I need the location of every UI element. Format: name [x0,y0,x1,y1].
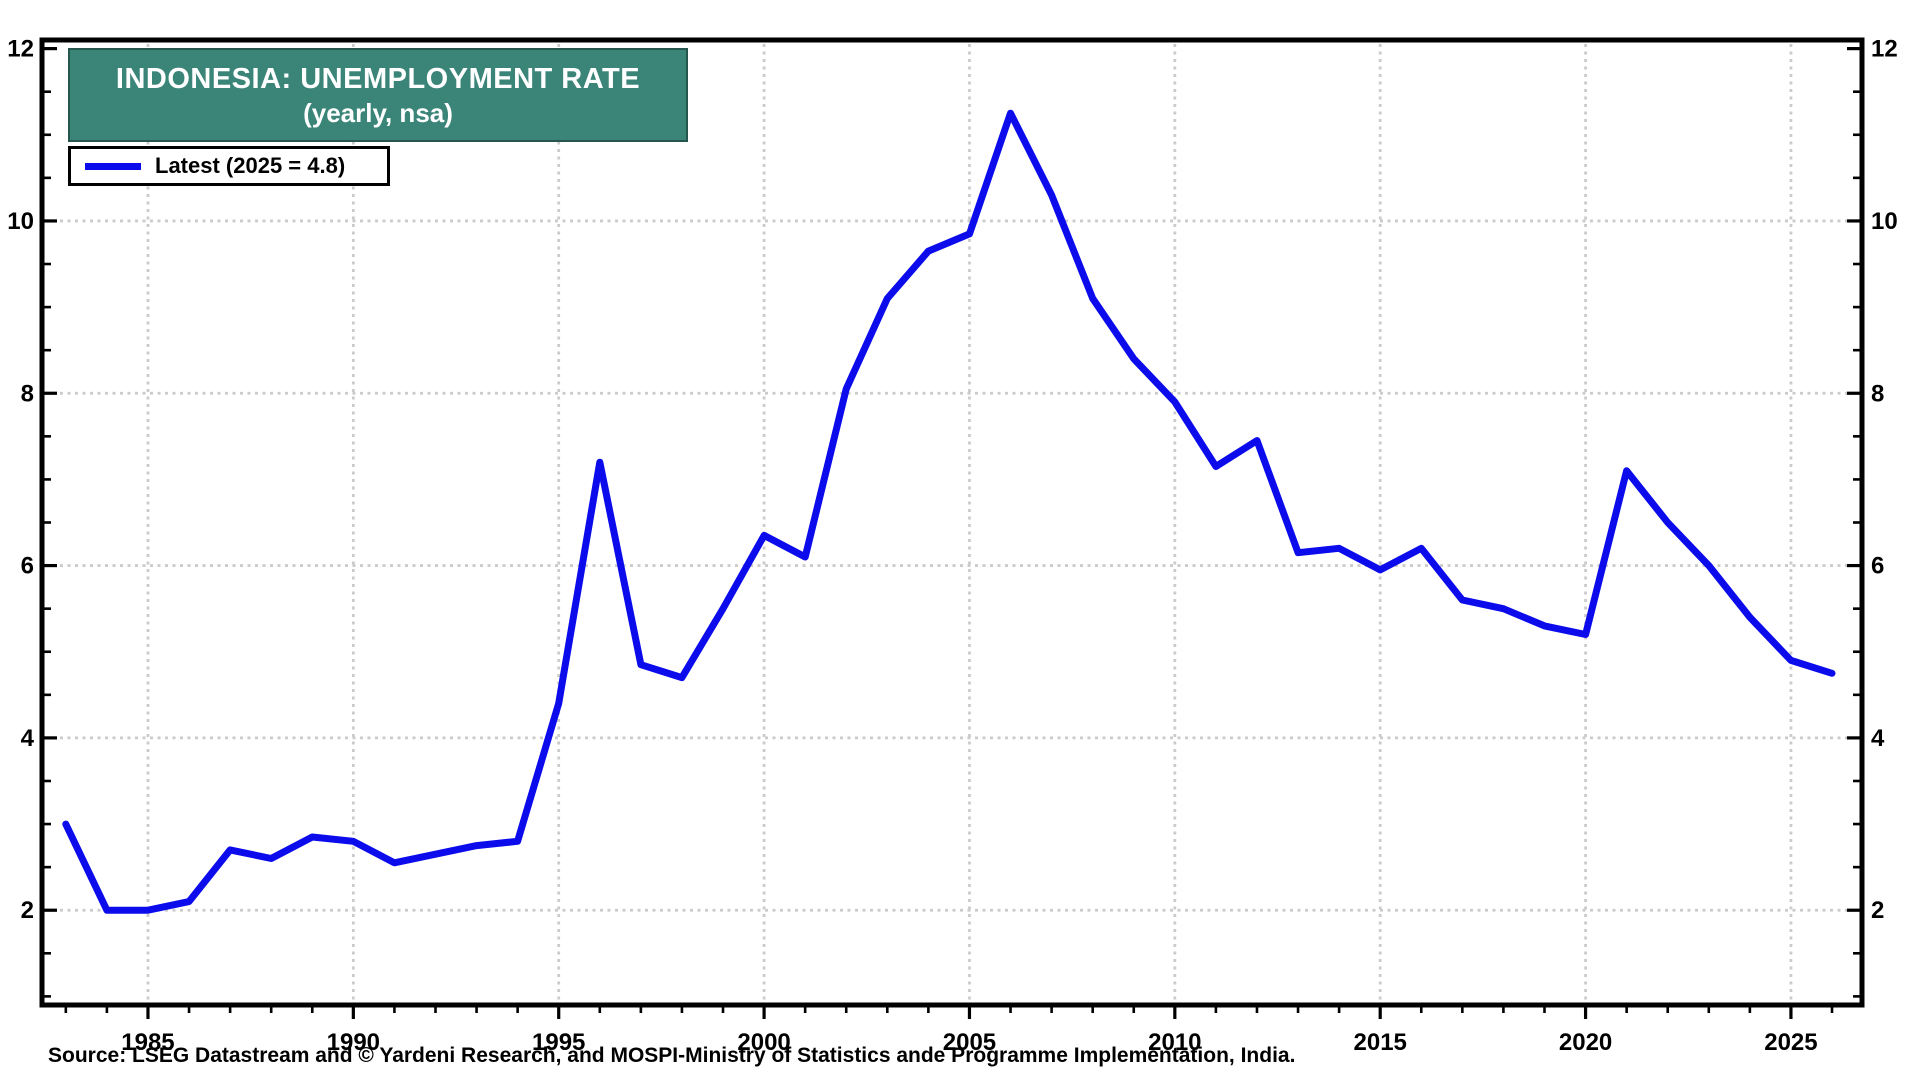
y-tick-label: 4 [1871,725,1885,752]
x-tick-label: 2020 [1559,1029,1612,1056]
y-tick-label: 12 [1871,36,1898,63]
x-tick-label: 1985 [121,1029,174,1056]
y-tick-label: 10 [7,208,34,235]
x-tick-label: 2000 [737,1029,790,1056]
x-tick-label: 1990 [327,1029,380,1056]
plot-background [42,40,1862,1005]
gridlines [45,44,1859,1002]
unemployment-line [62,109,1836,914]
y-tick-label: 6 [21,553,34,580]
y-tick-label: 12 [7,36,34,63]
legend-label: Latest (2025 = 4.8) [155,153,346,178]
x-tick-labels: 1985 1990 1995 2000 2005 2010 2015 2020 2025 [121,1029,1817,1056]
y-tick-label: 8 [1871,380,1884,407]
y-tick-label: 2 [1871,897,1884,924]
x-tick-label: 2015 [1354,1029,1407,1056]
y-tick-label: 10 [1871,208,1898,235]
source-note: Source: LSEG Datastream and © Yardeni Re… [48,1044,1296,1067]
plot-border [39,37,1865,1008]
x-tick-label: 2005 [943,1029,996,1056]
x-tick-label: 1995 [532,1029,585,1056]
y-tick-label: 4 [21,725,35,752]
x-tick-label: 2025 [1764,1029,1817,1056]
y-tick-label: 2 [21,897,34,924]
x-tick-label: 2010 [1148,1029,1201,1056]
chart-title: INDONESIA: UNEMPLOYMENT RATE [115,63,641,96]
y-tick-labels-left: 2 4 6 8 10 12 [7,36,34,925]
legend-box: Latest (2025 = 4.8) [68,146,390,186]
chart-subtitle: (yearly, nsa) [303,97,453,128]
y-tick-labels-right: 2 4 6 8 10 12 [1871,36,1898,925]
chart-title-banner: INDONESIA: UNEMPLOYMENT RATE (yearly, ns… [68,48,688,142]
y-tick-label: 6 [1871,553,1884,580]
y-tick-label: 8 [21,380,34,407]
legend-line-swatch [85,162,141,170]
